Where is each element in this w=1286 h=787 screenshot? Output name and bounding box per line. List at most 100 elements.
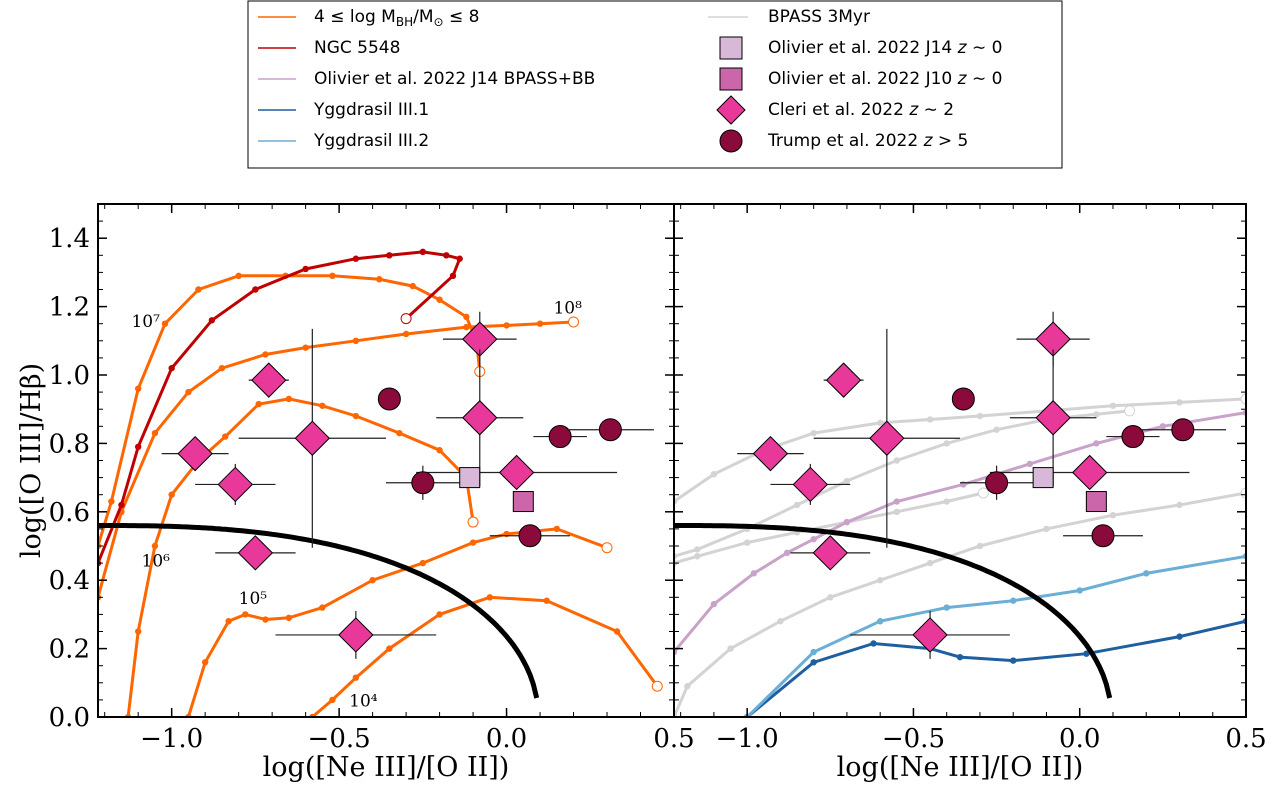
demarcation-curve xyxy=(674,523,1113,699)
series-point xyxy=(651,680,663,692)
series-point xyxy=(876,419,884,427)
series-point xyxy=(352,255,360,262)
j14-point xyxy=(459,467,481,489)
series-point xyxy=(134,385,142,392)
series-point xyxy=(876,577,884,584)
series-point xyxy=(943,440,950,447)
cleri-point xyxy=(912,617,948,653)
series-point xyxy=(870,640,877,647)
x-tick-label: −0.5 xyxy=(882,724,945,754)
series-point xyxy=(463,313,470,321)
series-point xyxy=(893,508,901,515)
series-point xyxy=(743,539,751,546)
series-point xyxy=(262,351,269,358)
series-point xyxy=(352,337,360,344)
series-point xyxy=(543,597,550,604)
series-point xyxy=(469,539,477,546)
series-point xyxy=(893,457,901,464)
cleri-point xyxy=(338,617,374,653)
series-point xyxy=(369,577,376,584)
series-group xyxy=(674,393,1246,717)
x-tick-label: −1.0 xyxy=(716,724,779,754)
x-tick-label: 0.0 xyxy=(486,724,527,754)
series-point xyxy=(436,296,443,303)
y-tick-label: 1.2 xyxy=(49,293,90,323)
series-point xyxy=(1124,405,1136,417)
series-point xyxy=(302,344,309,351)
legend-swatch xyxy=(719,36,743,60)
series-point xyxy=(601,542,613,554)
trump-point xyxy=(1091,524,1115,548)
series-point xyxy=(134,628,142,635)
trump-point xyxy=(951,387,975,411)
series-point xyxy=(694,546,701,553)
legend-label: 4 ≤ log MBH/M⊙ ≤ 8 xyxy=(314,7,479,29)
series-point xyxy=(613,628,621,635)
cleri-point xyxy=(251,362,287,398)
series-point xyxy=(943,604,950,611)
series-point xyxy=(553,525,560,533)
mass-annotation: 10⁴ xyxy=(349,692,378,712)
cleri-point xyxy=(462,400,498,436)
series-point xyxy=(827,594,834,601)
cleri-point xyxy=(812,535,849,571)
cleri-point xyxy=(237,535,274,571)
series-point xyxy=(1176,501,1183,509)
series-point xyxy=(976,542,984,550)
y-axis-title: log([O III]/Hβ) xyxy=(16,363,47,558)
trump-point xyxy=(1121,425,1145,449)
legend-label: BPASS 3Myr xyxy=(768,7,870,27)
series-point xyxy=(222,433,229,440)
series-point xyxy=(436,611,443,618)
series-point xyxy=(1076,587,1083,594)
series-point xyxy=(1176,633,1183,640)
series-point xyxy=(456,255,463,262)
series-point xyxy=(376,276,383,283)
series-point xyxy=(242,611,249,618)
cleri-point xyxy=(294,420,331,456)
right-panel: −1.0 −0.5 0.0 0.5 log([Ne III]/[O II]) xyxy=(673,203,1267,783)
series-point xyxy=(443,252,450,259)
legend-label: NGC 5548 xyxy=(314,38,400,58)
series-point xyxy=(1026,460,1034,468)
series-point xyxy=(1043,525,1050,533)
series-point xyxy=(1176,399,1183,406)
series-point xyxy=(976,412,984,420)
series-point xyxy=(536,320,544,327)
series-line-5 xyxy=(746,619,1246,717)
series-point xyxy=(168,364,175,372)
series-point xyxy=(777,618,784,625)
series-point xyxy=(255,400,262,408)
cleri-point xyxy=(1035,400,1071,436)
series-point xyxy=(134,443,142,451)
legend-label: Olivier et al. 2022 J14 BPASS+BB xyxy=(314,69,595,89)
series-point xyxy=(1109,402,1117,409)
trump-point xyxy=(548,425,572,449)
j10-point xyxy=(1085,491,1107,513)
series-point xyxy=(285,614,293,622)
trump-point xyxy=(377,387,401,411)
series-point xyxy=(208,317,216,324)
cleri-point xyxy=(752,435,789,472)
series-point xyxy=(486,594,494,601)
series-point xyxy=(396,429,403,437)
series-point xyxy=(727,645,734,652)
legend-swatch xyxy=(716,95,746,125)
trump-point xyxy=(1171,418,1195,442)
series-point xyxy=(329,272,336,280)
series-point xyxy=(810,659,817,666)
legend-swatch xyxy=(719,129,743,153)
series-point xyxy=(118,501,125,509)
series-point xyxy=(329,696,336,704)
series-point xyxy=(843,477,851,485)
trump-point xyxy=(411,471,435,495)
y-tick-label: 1.0 xyxy=(49,361,90,391)
legend-label: Cleri et al. 2022 z ∼ 2 xyxy=(768,100,954,120)
series-point xyxy=(161,320,169,327)
series-point xyxy=(694,553,701,560)
series-point xyxy=(810,535,817,543)
series-point xyxy=(876,618,884,625)
series-point xyxy=(225,618,232,625)
trump-point xyxy=(985,471,1009,495)
series-point xyxy=(402,330,410,338)
